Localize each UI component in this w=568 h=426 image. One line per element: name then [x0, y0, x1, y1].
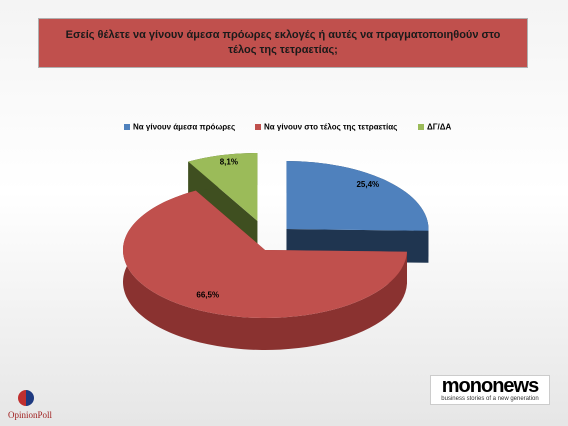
logo-right: mononews business stories of a new gener…: [430, 375, 550, 405]
legend-label: Να γίνουν στο τέλος της τετραετίας: [264, 123, 397, 132]
slice: [286, 161, 429, 231]
slice: [286, 161, 429, 263]
logo-left: OpinionPoll: [8, 410, 53, 420]
slice: [188, 152, 258, 221]
data-label: 25,4%: [356, 180, 379, 189]
slice: [123, 190, 407, 350]
slice: [123, 190, 407, 319]
data-label: 66,5%: [196, 291, 219, 300]
legend-swatch: [124, 124, 130, 130]
slice-side: [123, 190, 407, 350]
data-label: 8,1%: [220, 157, 238, 166]
legend-swatch: [255, 124, 261, 130]
legend-label: Να γίνουν άμεσα πρόωρες: [133, 123, 235, 132]
logo-right-name: mononews: [441, 375, 539, 397]
legend-swatch: [418, 124, 424, 130]
chart-title: Εσείς θέλετε να γίνουν άμεσα πρόωρες εκλ…: [38, 18, 528, 68]
logo-icon: [18, 390, 34, 406]
legend-label: ΔΓ/ΔΑ: [427, 123, 452, 132]
logo-right-tagline: business stories of a new generation: [441, 396, 539, 402]
